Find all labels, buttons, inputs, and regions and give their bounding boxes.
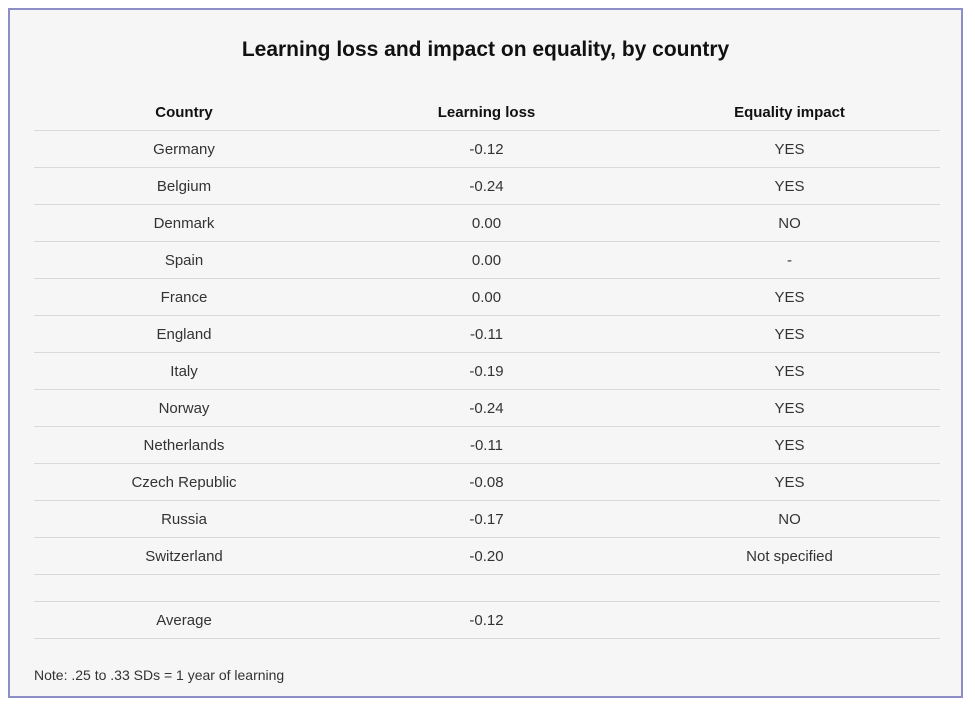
learning-loss-cell: -0.24 xyxy=(334,389,639,427)
learning-loss-cell: -0.11 xyxy=(334,426,639,464)
data-table: Country Learning loss Equality impact Ge… xyxy=(34,94,940,639)
equality-impact-cell: NO xyxy=(639,500,940,538)
equality-impact-cell: NO xyxy=(639,204,940,242)
header-country: Country xyxy=(34,94,334,131)
learning-loss-cell: 0.00 xyxy=(334,241,639,279)
country-cell: Netherlands xyxy=(34,426,334,464)
table-row: Czech Republic -0.08 YES xyxy=(34,463,940,501)
table-row: England -0.11 YES xyxy=(34,315,940,353)
country-cell: Germany xyxy=(34,130,334,168)
average-equality-impact xyxy=(639,601,940,639)
country-cell: Czech Republic xyxy=(34,463,334,501)
spacer-row xyxy=(34,574,940,602)
learning-loss-cell: -0.11 xyxy=(334,315,639,353)
header-row: Country Learning loss Equality impact xyxy=(34,94,940,131)
country-cell: Italy xyxy=(34,352,334,390)
learning-loss-cell: -0.12 xyxy=(334,130,639,168)
header-learning-loss: Learning loss xyxy=(334,94,639,131)
table-note: Note: .25 to .33 SDs = 1 year of learnin… xyxy=(34,667,285,683)
equality-impact-cell: YES xyxy=(639,389,940,427)
equality-impact-cell: - xyxy=(639,241,940,279)
equality-impact-cell: YES xyxy=(639,352,940,390)
learning-loss-cell: 0.00 xyxy=(334,278,639,316)
table-row: France 0.00 YES xyxy=(34,278,940,316)
country-cell: Spain xyxy=(34,241,334,279)
equality-impact-cell: YES xyxy=(639,167,940,205)
equality-impact-cell: Not specified xyxy=(639,537,940,575)
table-row: Denmark 0.00 NO xyxy=(34,204,940,242)
equality-impact-cell: YES xyxy=(639,130,940,168)
table-title: Learning loss and impact on equality, by… xyxy=(241,38,730,61)
country-cell: Russia xyxy=(34,500,334,538)
country-cell: England xyxy=(34,315,334,353)
average-learning-loss: -0.12 xyxy=(334,601,639,639)
learning-loss-cell: -0.08 xyxy=(334,463,639,501)
average-row: Average -0.12 xyxy=(34,601,940,639)
table-row: Russia -0.17 NO xyxy=(34,500,940,538)
table-row: Switzerland -0.20 Not specified xyxy=(34,537,940,575)
average-label: Average xyxy=(34,601,334,639)
country-cell: Norway xyxy=(34,389,334,427)
table-row: Spain 0.00 - xyxy=(34,241,940,279)
table-row: Italy -0.19 YES xyxy=(34,352,940,390)
learning-loss-cell: -0.24 xyxy=(334,167,639,205)
header-equality-impact: Equality impact xyxy=(639,94,940,131)
learning-loss-cell: -0.20 xyxy=(334,537,639,575)
equality-impact-cell: YES xyxy=(639,315,940,353)
table-row: Norway -0.24 YES xyxy=(34,389,940,427)
table-card: Learning loss and impact on equality, by… xyxy=(8,8,963,698)
table-row: Belgium -0.24 YES xyxy=(34,167,940,205)
learning-loss-cell: -0.19 xyxy=(334,352,639,390)
country-cell: Belgium xyxy=(34,167,334,205)
learning-loss-cell: 0.00 xyxy=(334,204,639,242)
table-row: Netherlands -0.11 YES xyxy=(34,426,940,464)
country-cell: France xyxy=(34,278,334,316)
learning-loss-cell: -0.17 xyxy=(334,500,639,538)
table-row: Germany -0.12 YES xyxy=(34,130,940,168)
equality-impact-cell: YES xyxy=(639,426,940,464)
country-cell: Denmark xyxy=(34,204,334,242)
equality-impact-cell: YES xyxy=(639,278,940,316)
equality-impact-cell: YES xyxy=(639,463,940,501)
country-cell: Switzerland xyxy=(34,537,334,575)
